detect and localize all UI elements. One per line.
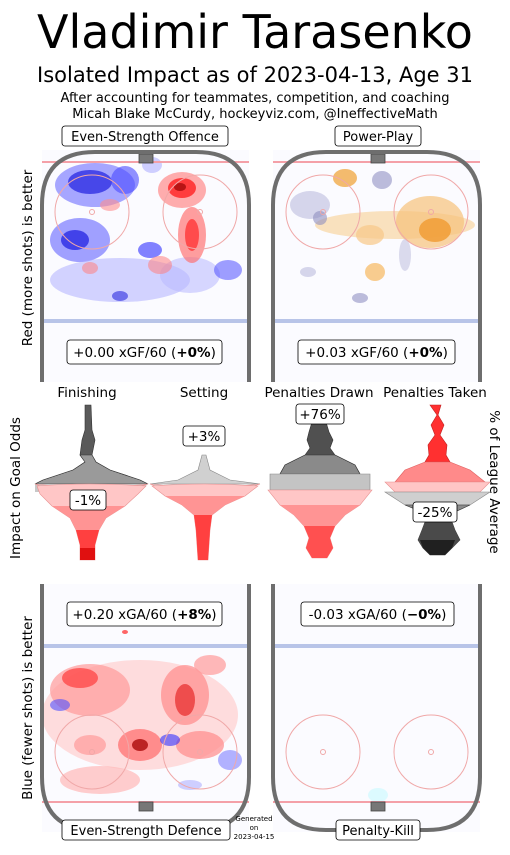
generated-line-1: Generated xyxy=(235,815,273,823)
generated-line-2: on xyxy=(249,824,259,832)
offence-heat-blobs xyxy=(50,157,242,302)
panel-title-defence-text: Even-Strength Defence xyxy=(70,824,221,839)
league-average-axis-label: % of League Average xyxy=(486,410,502,553)
offence-side-label: Red (more shots) is better xyxy=(20,169,36,346)
credit-line: Micah Blake McCurdy, hockeyviz.com, @Ine… xyxy=(72,107,438,122)
stat-box-defence: +0.20 xGA/60 (+8%) xyxy=(66,601,223,627)
methodology-note: After accounting for teammates, competit… xyxy=(60,91,450,106)
defence-side-label: Blue (fewer shots) is better xyxy=(20,616,36,800)
stat-box-offence: +0.00 xGF/60 (+0%) xyxy=(66,339,223,365)
penalty-kill-heat-blobs xyxy=(368,788,388,802)
violin-label-setting: Setting xyxy=(180,385,228,401)
panel-title-penalty-kill: Penalty-Kill xyxy=(335,819,421,841)
stat-box-power-play: +0.03 xGF/60 (+0%) xyxy=(297,339,456,365)
panel-title-offence-text: Even-Strength Offence xyxy=(71,130,219,145)
stat-box-penalty-kill: -0.03 xGA/60 (−0%) xyxy=(300,601,455,627)
generated-line-3: 2023-04-15 xyxy=(233,833,275,841)
violin-value-finishing: -1% xyxy=(69,489,107,511)
panel-title-power-play: Power-Play xyxy=(334,125,422,147)
violin-label-finishing: Finishing xyxy=(57,385,116,401)
violin-label-penalties-drawn: Penalties Drawn xyxy=(264,385,373,401)
impact-axis-label: Impact on Goal Odds xyxy=(8,417,24,559)
stat-power-play-text: +0.03 xGF/60 (+0%) xyxy=(305,345,448,361)
power-play-heat-blobs xyxy=(290,169,475,303)
penalties-taken-value-text: -25% xyxy=(418,505,453,521)
violin-penalties-drawn xyxy=(267,421,373,559)
violin-setting xyxy=(149,454,261,561)
stat-penalty-kill-text: -0.03 xGA/60 (−0%) xyxy=(309,607,447,623)
penalties-drawn-value-text: +76% xyxy=(299,407,340,423)
chart-subtitle: Isolated Impact as of 2023-04-13, Age 31 xyxy=(37,63,473,87)
panel-title-offence: Even-Strength Offence xyxy=(61,125,229,147)
violin-finishing xyxy=(34,404,149,561)
violin-value-penalties-taken: -25% xyxy=(412,501,458,523)
panel-title-power-play-text: Power-Play xyxy=(343,130,414,145)
panel-title-penalty-kill-text: Penalty-Kill xyxy=(342,824,414,839)
stat-offence-text: +0.00 xGF/60 (+0%) xyxy=(73,345,216,361)
generated-stamp: Generated on 2023-04-15 xyxy=(226,815,282,842)
violin-value-penalties-drawn: +76% xyxy=(295,403,345,425)
defence-heat-blobs xyxy=(42,630,242,794)
stat-defence-text: +0.20 xGA/60 (+8%) xyxy=(72,607,216,623)
finishing-value-text: -1% xyxy=(75,493,101,509)
setting-value-text: +3% xyxy=(188,429,221,445)
player-name: Vladimir Tarasenko xyxy=(37,5,473,59)
violin-label-penalties-taken: Penalties Taken xyxy=(383,385,487,401)
panel-title-defence: Even-Strength Defence xyxy=(61,819,231,841)
violin-value-setting: +3% xyxy=(182,425,226,447)
violin-penalties-taken xyxy=(383,404,492,556)
